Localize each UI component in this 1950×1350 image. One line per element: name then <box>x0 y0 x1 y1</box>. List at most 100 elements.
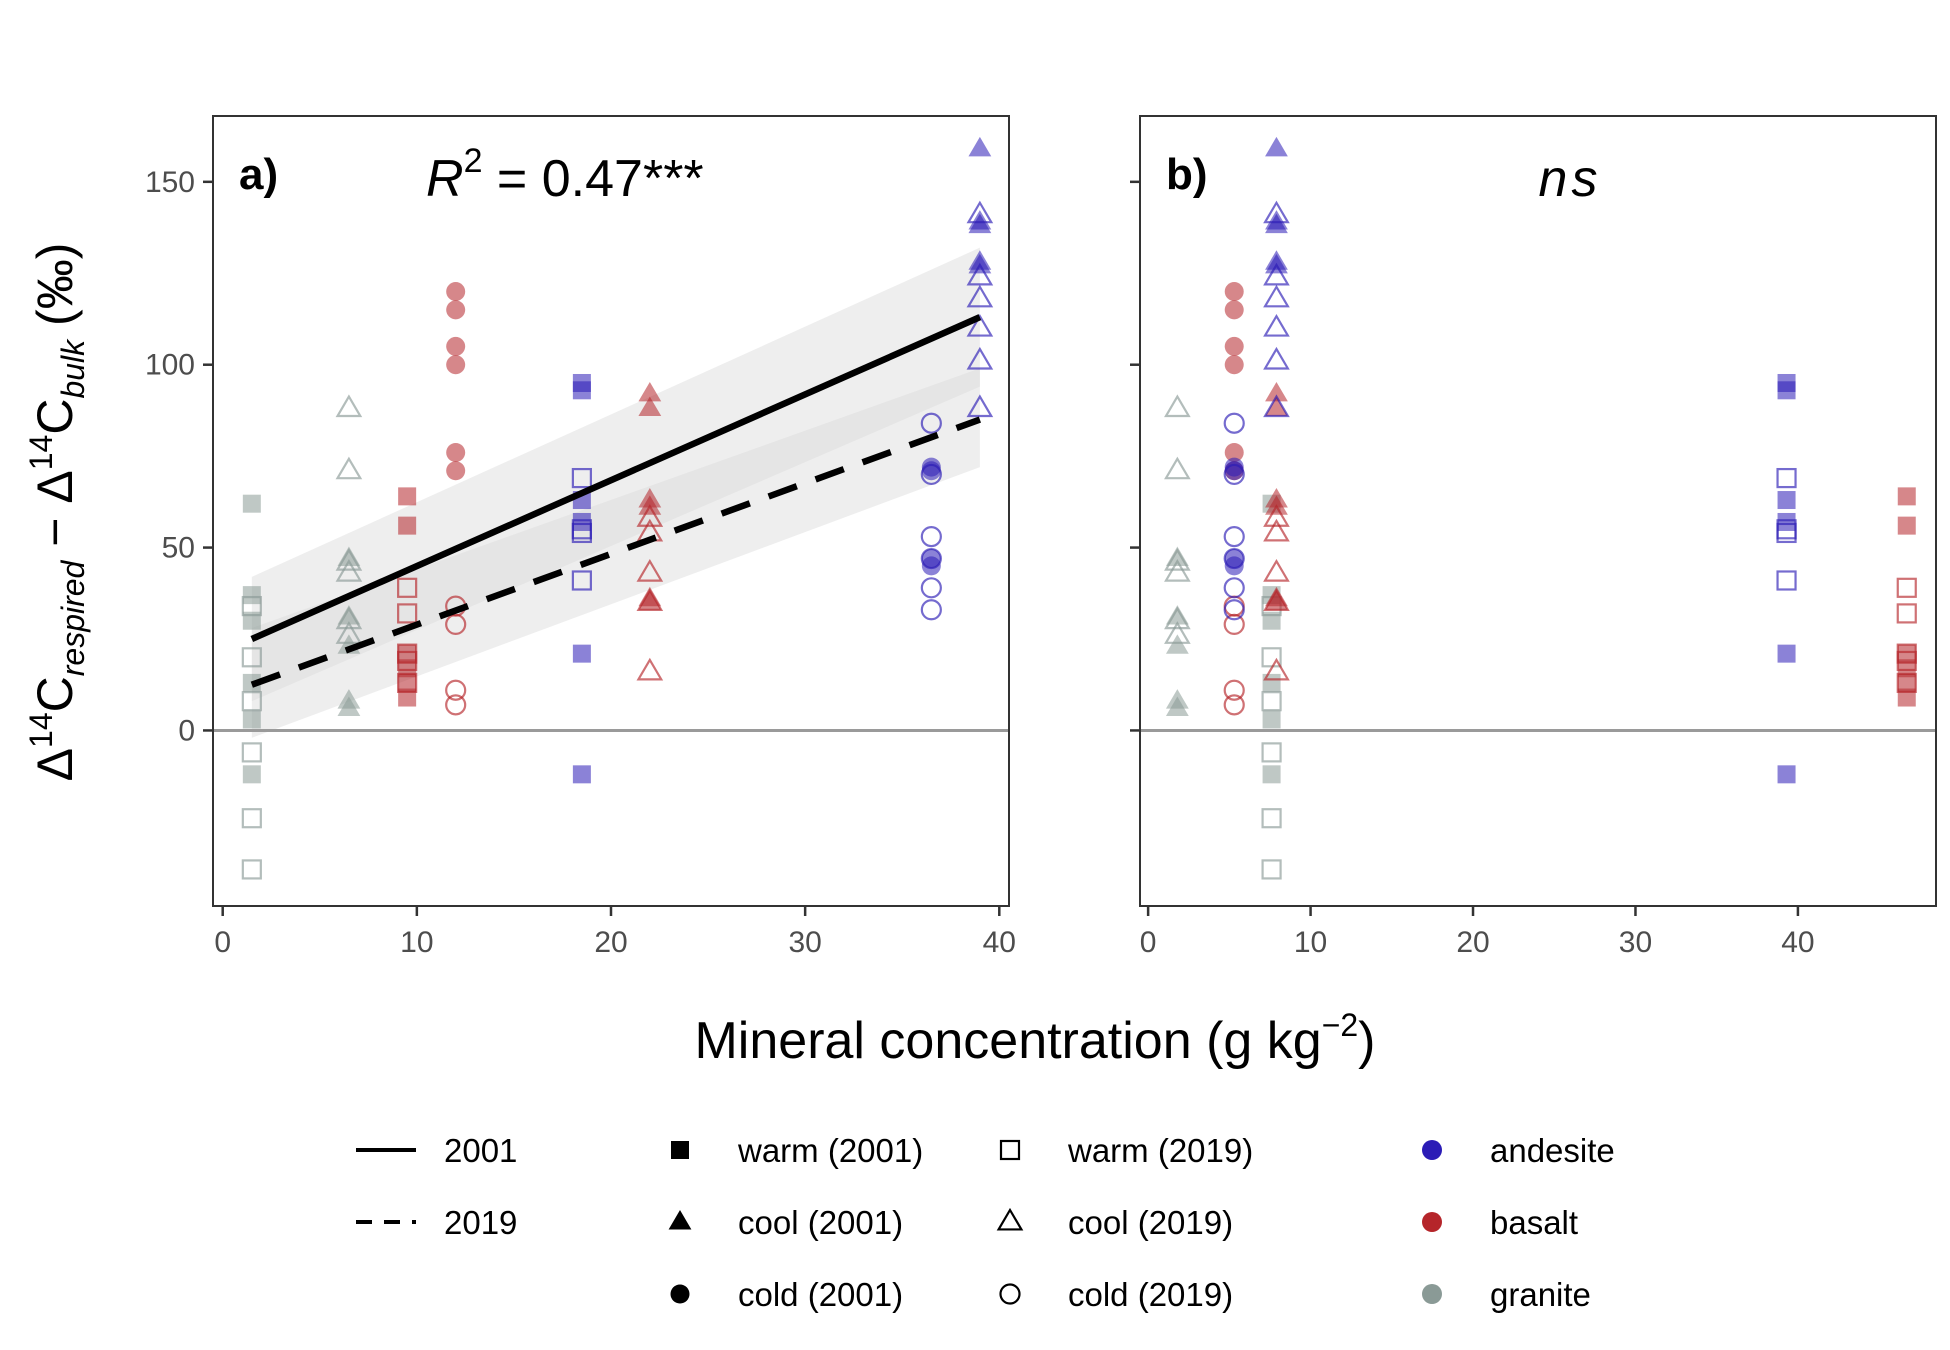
data-point-andesite-triangle-80 <box>966 200 994 224</box>
x-axis-title: Mineral concentration (g kg−2) <box>694 1007 1375 1070</box>
data-point-granite-triangle-12 <box>335 394 363 418</box>
data-point-basalt-circle-42 <box>445 679 467 701</box>
legend-key-basalt <box>1422 1212 1442 1232</box>
data-point-andesite-triangle-62 <box>1263 313 1290 337</box>
y-tick-label: 0 <box>178 714 195 747</box>
data-point-basalt-triangle-55 <box>638 396 662 417</box>
data-point-basalt-square-30 <box>397 603 418 624</box>
y-axis-delta-2: Δ <box>27 470 83 503</box>
y-axis-sup-1: 14 <box>23 712 59 748</box>
data-point-basalt-triangle-64 <box>636 657 664 681</box>
data-point-andesite-triangle-82 <box>966 284 994 308</box>
legend-label: 2019 <box>444 1204 517 1241</box>
stat-label: ns <box>1539 150 1602 208</box>
data-point-granite-triangle-19 <box>337 605 361 625</box>
legend-key-square-open <box>999 1139 1021 1161</box>
legend-label: warm (2001) <box>737 1132 923 1169</box>
data-point-granite-triangle-1 <box>1164 456 1191 480</box>
x-tick-label: 20 <box>594 926 627 959</box>
data-point-andesite-triangle-64 <box>1263 394 1290 418</box>
data-point-granite-square-39 <box>1261 691 1282 712</box>
data-point-basalt-triangle-52 <box>1263 588 1290 611</box>
data-point-granite-triangle-0 <box>1164 394 1191 418</box>
data-point-basalt-triangle-43 <box>1265 381 1288 402</box>
data-point-basalt-triangle-49 <box>1263 504 1290 527</box>
legend-key-circle-open <box>999 1283 1021 1305</box>
data-point-andesite-circle-27 <box>1223 526 1245 548</box>
y-axis-title: Δ14Crespired − Δ14Cbulk (‰) <box>23 243 91 782</box>
data-point-granite-square-41 <box>1261 808 1282 829</box>
data-point-basalt-circle-39 <box>446 461 466 481</box>
x-tick-label: 40 <box>1781 926 1814 959</box>
data-point-basalt-square-82 <box>1896 603 1917 624</box>
data-point-basalt-square-84 <box>1896 650 1917 672</box>
data-point-andesite-circle-74 <box>920 599 942 621</box>
data-point-andesite-square-69 <box>1777 644 1796 663</box>
data-point-granite-triangle-3 <box>1164 559 1191 582</box>
data-point-granite-square-11 <box>241 859 262 880</box>
x-axis-close: ) <box>1358 1012 1375 1070</box>
legend-label: granite <box>1490 1276 1591 1313</box>
panel-border <box>1139 115 1937 907</box>
data-point-granite-square-35 <box>1262 710 1281 729</box>
x-tick-label: 40 <box>983 926 1016 959</box>
data-point-andesite-triangle-81 <box>966 262 994 286</box>
data-point-basalt-circle-37 <box>446 355 466 375</box>
data-point-basalt-circle-38 <box>446 442 466 462</box>
panel-tag: b) <box>1166 150 1208 199</box>
data-point-andesite-circle-25 <box>1223 412 1245 434</box>
y-axis-minus: − <box>27 504 83 561</box>
panel-b: 0 10 20 30 40 b) ns <box>1130 115 1937 959</box>
x-tick-label: 10 <box>400 926 433 959</box>
data-point-andesite-circle-68 <box>921 556 941 576</box>
data-point-granite-triangle-15 <box>335 559 363 582</box>
data-point-basalt-square-26 <box>398 659 417 678</box>
data-point-basalt-square-33 <box>397 672 418 693</box>
data-point-andesite-circle-30 <box>1223 599 1245 621</box>
data-point-andesite-square-52 <box>571 522 592 544</box>
confidence-band-2001 <box>251 247 980 702</box>
data-point-granite-square-9 <box>241 742 262 763</box>
x-tick-label: 0 <box>214 926 231 959</box>
legend-label: cool (2001) <box>738 1204 903 1241</box>
data-point-basalt-square-23 <box>398 487 417 506</box>
data-point-basalt-circle-12 <box>1224 300 1244 320</box>
stat-value: = 0.47*** <box>482 150 703 208</box>
data-point-andesite-square-53 <box>571 570 592 591</box>
data-point-andesite-circle-70 <box>920 463 942 486</box>
data-point-granite-square-10 <box>241 808 262 829</box>
stat-label: R2 = 0.47*** <box>426 142 704 208</box>
legend: 2001 2019 warm (2001) cool (2001) cold (2001… <box>356 1132 1615 1313</box>
data-point-andesite-triangle-85 <box>966 394 994 418</box>
data-point-basalt-square-80 <box>1897 688 1916 707</box>
plot-area <box>1140 116 1936 906</box>
data-point-basalt-square-27 <box>398 673 417 692</box>
data-point-andesite-square-45 <box>572 381 591 400</box>
data-point-basalt-circle-18 <box>1223 613 1245 635</box>
legend-label: 2001 <box>444 1132 517 1169</box>
data-point-andesite-circle-26 <box>1223 463 1245 486</box>
y-axis-sub-1: respired <box>55 559 91 676</box>
data-point-andesite-square-66 <box>1777 381 1796 400</box>
data-point-andesite-triangle-83 <box>966 313 994 337</box>
data-point-granite-square-36 <box>1262 765 1281 784</box>
data-point-andesite-square-71 <box>1776 467 1797 489</box>
confidence-band-2019 <box>251 368 980 738</box>
data-point-basalt-triangle-50 <box>1263 518 1290 542</box>
data-point-andesite-triangle-84 <box>966 346 994 370</box>
legend-key-triangle-open <box>996 1207 1024 1231</box>
data-point-basalt-square-29 <box>397 577 418 598</box>
data-point-basalt-triangle-53 <box>1263 657 1290 681</box>
y-tick-label: 100 <box>145 349 195 382</box>
data-point-basalt-square-75 <box>1897 487 1916 506</box>
data-point-andesite-square-73 <box>1776 522 1797 544</box>
data-point-basalt-circle-36 <box>446 336 466 356</box>
data-point-basalt-triangle-59 <box>638 590 662 610</box>
y-axis-c-1: C <box>27 676 83 712</box>
x-tick-label: 20 <box>1456 926 1489 959</box>
data-point-andesite-square-49 <box>572 765 591 784</box>
data-point-basalt-square-77 <box>1897 644 1916 663</box>
data-point-granite-square-0 <box>242 494 261 513</box>
x-tick-label: 0 <box>1140 926 1157 959</box>
data-point-granite-triangle-8 <box>1165 634 1189 654</box>
